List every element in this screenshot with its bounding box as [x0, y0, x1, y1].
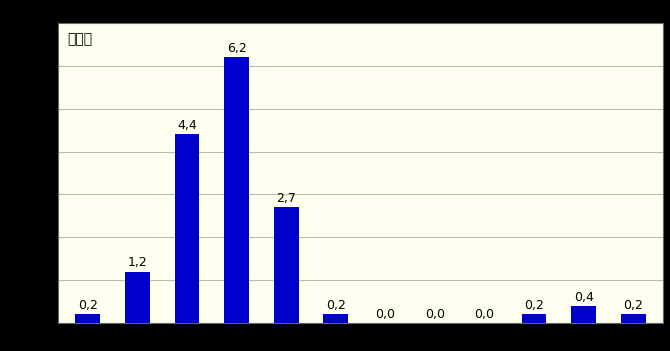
Bar — [75, 314, 100, 323]
Text: 4,4: 4,4 — [177, 119, 197, 132]
Bar — [324, 314, 348, 323]
Text: 0,0: 0,0 — [425, 308, 445, 321]
Text: 6,2: 6,2 — [226, 42, 247, 55]
Bar — [621, 314, 646, 323]
Text: 0,0: 0,0 — [375, 308, 395, 321]
Bar — [274, 207, 299, 323]
Bar — [125, 272, 149, 323]
Text: 0,2: 0,2 — [78, 299, 98, 312]
Text: 0,2: 0,2 — [623, 299, 643, 312]
Text: 0,2: 0,2 — [524, 299, 544, 312]
Text: 1,2: 1,2 — [127, 257, 147, 270]
Text: 0,0: 0,0 — [474, 308, 494, 321]
Text: 0,4: 0,4 — [574, 291, 594, 304]
Bar — [224, 57, 249, 323]
Bar — [522, 314, 547, 323]
Text: 0,2: 0,2 — [326, 299, 346, 312]
Text: 2,7: 2,7 — [276, 192, 296, 205]
Bar — [572, 306, 596, 323]
Bar — [175, 134, 200, 323]
Text: 気象庁: 気象庁 — [67, 32, 92, 46]
